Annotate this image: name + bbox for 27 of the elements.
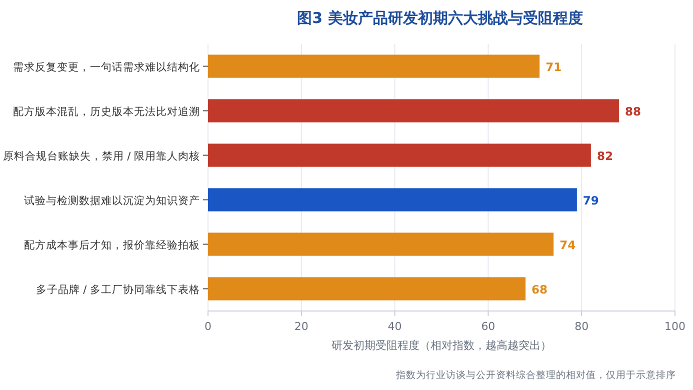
x-axis-title: 研发初期受阻程度（相对指数，越高越突出） [332,339,552,352]
data-label: 82 [596,148,613,163]
x-tick-label: 0 [204,320,212,333]
data-label: 68 [532,282,548,296]
x-tick-label: 60 [481,320,496,333]
y-tick-label: 配方成本事后才知，报价靠经验拍板 [24,238,200,252]
data-label: 74 [560,238,576,252]
bar [208,188,577,212]
y-tick-label: 配方版本混乱，历史版本无法比对追溯 [13,104,200,118]
y-tick-label: 多子品牌 / 多工厂协同靠线下表格 [36,282,200,296]
bar [208,232,554,256]
bar [208,144,591,167]
x-tick-label: 40 [388,320,402,333]
data-label: 88 [624,104,641,118]
bar [208,99,619,122]
x-tick-label: 20 [294,320,308,333]
x-tick-label: 80 [574,320,589,333]
bar [208,277,526,300]
y-tick-label: 试验与检测数据难以沉淀为知识资产 [24,194,200,207]
chart-title: 图3 美妆产品研发初期六大挑战与受阻程度 [297,9,583,27]
y-tick-label: 原料合规台账缺失，禁用 / 限用靠人肉核 [2,149,200,162]
bar [208,54,540,78]
x-tick-label: 100 [664,320,686,333]
y-tick-label: 需求反复变更，一句话需求难以结构化 [13,60,200,74]
data-label: 71 [546,60,562,74]
text: 指数为行业访谈与公开资料综合整理的相对值，仅用于示意排序 [395,369,676,381]
data-label: 79 [582,193,599,208]
